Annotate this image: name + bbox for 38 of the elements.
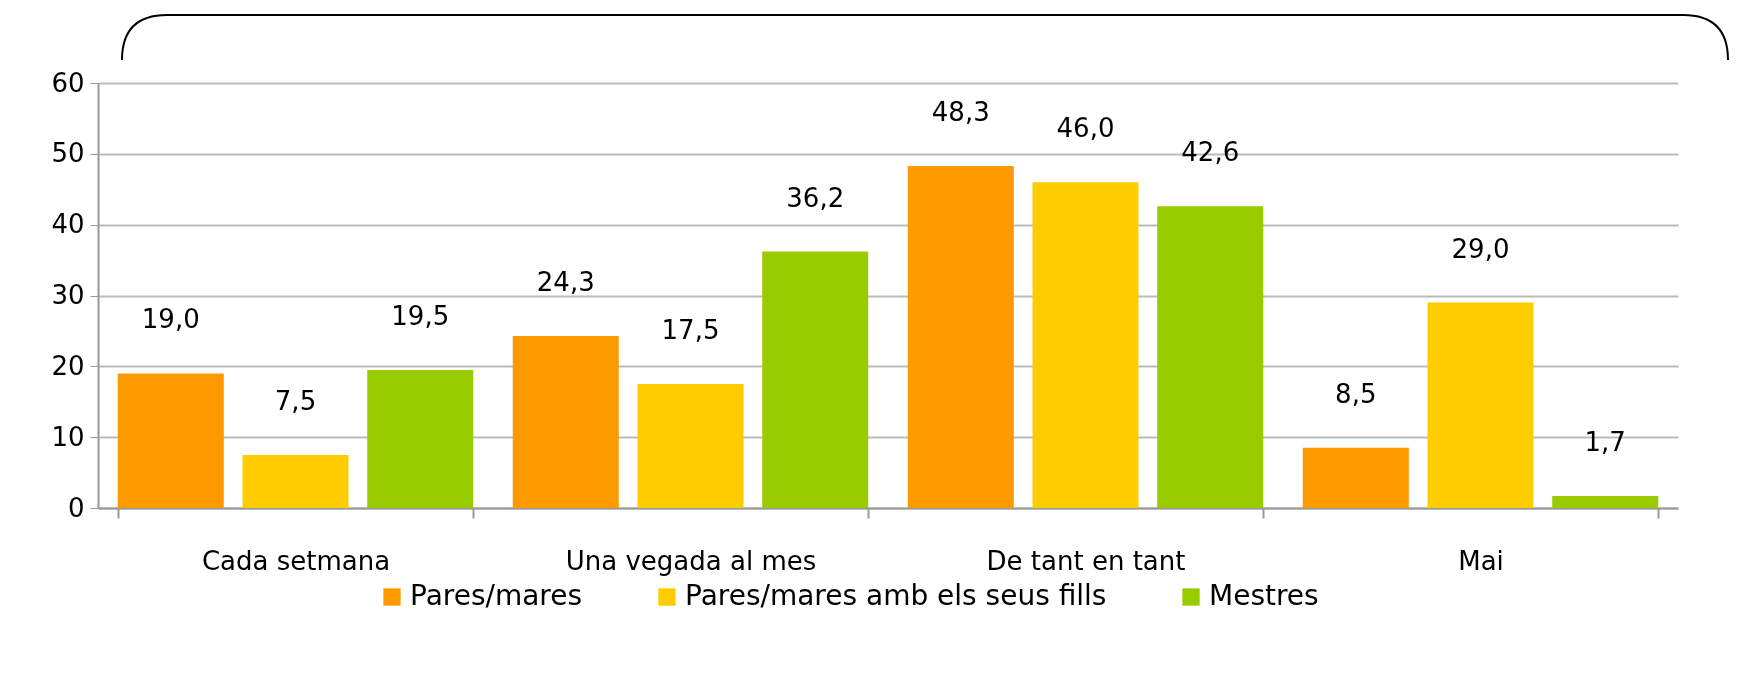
data-label: 8,5	[1335, 378, 1377, 409]
bar	[117, 373, 224, 508]
legend-label: Pares/mares	[410, 579, 583, 612]
legend-label: Mestres	[1209, 579, 1319, 612]
y-tick-label: 20	[51, 350, 85, 381]
bar	[367, 369, 474, 508]
bar	[1302, 447, 1409, 508]
bar	[637, 384, 744, 508]
x-tick-label: Cada setmana	[201, 545, 391, 576]
x-tick-label: Una vegada al mes	[565, 545, 817, 576]
data-label: 42,6	[1181, 137, 1240, 168]
data-label: 19,0	[141, 304, 200, 335]
y-tick-label: 40	[51, 209, 85, 240]
data-label: 46,0	[1056, 113, 1115, 144]
y-tick-label: 50	[51, 138, 85, 169]
x-tick-label: Mai	[1458, 545, 1504, 576]
bar	[512, 335, 619, 508]
x-tick-label: De tant en tant	[986, 545, 1186, 576]
y-tick-label: 0	[67, 492, 85, 523]
data-label: 36,2	[786, 182, 845, 213]
legend-label: Pares/mares amb els seus fills	[685, 579, 1107, 612]
data-label: 19,5	[391, 300, 450, 331]
data-label: 29,0	[1451, 233, 1510, 264]
bar	[1157, 206, 1264, 508]
bar	[1552, 495, 1659, 508]
y-tick-label: 30	[51, 280, 85, 310]
y-tick-label: 10	[51, 421, 85, 452]
data-label: 48,3	[931, 96, 990, 127]
bar	[1427, 302, 1534, 508]
data-label: 1,7	[1584, 426, 1626, 457]
bar	[1032, 182, 1139, 508]
data-label: 7,5	[274, 385, 317, 416]
bar	[907, 165, 1014, 508]
data-label: 17,5	[661, 315, 720, 346]
y-tick-label: 60	[51, 67, 85, 98]
bar	[242, 454, 349, 508]
data-label: 24,3	[536, 266, 595, 297]
bar	[762, 251, 869, 508]
